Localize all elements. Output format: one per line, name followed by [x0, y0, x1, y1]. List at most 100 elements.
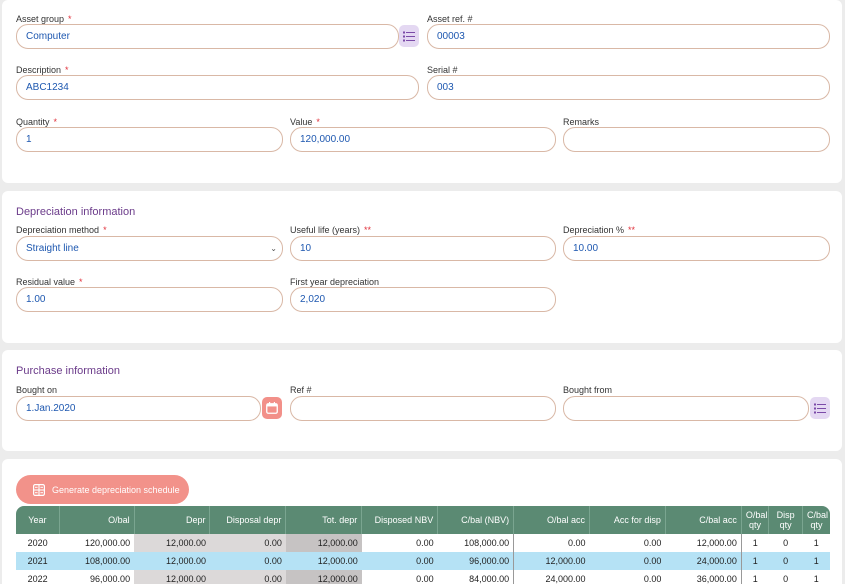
description-label: Description * [16, 65, 69, 75]
col-disposal-depr[interactable]: Disposal depr [209, 506, 287, 534]
bought-from-field[interactable] [563, 396, 809, 421]
cell-acc-for-disp: 0.00 [589, 552, 666, 570]
depreciation-method-select[interactable]: Straight line ⌄ [16, 236, 283, 261]
asset-ref-label: Asset ref. # [427, 14, 473, 24]
bought-on-label: Bought on [16, 385, 58, 395]
asset-details-card: Asset group * Computer Asset ref. # 00003… [2, 0, 842, 183]
col-obal-acc[interactable]: O/bal acc [513, 506, 591, 534]
cell-year: 2021 [16, 552, 60, 570]
bought-from-label: Bought from [563, 385, 613, 395]
table-header-row: Year O/bal Depr Disposal depr Tot. depr … [16, 506, 830, 534]
depreciation-percent-field[interactable]: 10.00 [563, 236, 830, 261]
col-year[interactable]: Year [16, 506, 60, 534]
col-cbal-acc[interactable]: C/bal acc [665, 506, 742, 534]
table-row[interactable]: 2021 108,000.00 12,000.00 0.00 12,000.00… [16, 552, 830, 570]
col-disposed-nbv[interactable]: Disposed NBV [361, 506, 439, 534]
first-year-depreciation-label: First year depreciation [290, 277, 380, 287]
depreciation-method-label: Depreciation method * [16, 225, 107, 235]
cell-tot-depr: 12,000.00 [285, 570, 362, 584]
cell-acc-for-disp: 0.00 [643, 574, 662, 584]
cell-tot-depr: 12,000.00 [285, 552, 362, 570]
col-disp-qty[interactable]: Disp qty [768, 506, 803, 534]
cell-year: 2020 [27, 538, 48, 548]
bought-from-list-button[interactable] [810, 397, 830, 419]
cell-disposed-nbv: 0.00 [361, 552, 438, 570]
calendar-icon [266, 402, 278, 414]
schedule-card: Generate depreciation schedule Year O/ba… [2, 459, 842, 584]
remarks-field[interactable] [563, 127, 830, 152]
depreciation-card: Depreciation information Depreciation me… [2, 191, 842, 343]
serial-label: Serial # [427, 65, 458, 75]
cell-tot-depr: 12,000.00 [285, 534, 362, 552]
ref-field[interactable] [290, 396, 556, 421]
cell-obal: 96,000.00 [90, 574, 131, 584]
col-tot-depr[interactable]: Tot. depr [285, 506, 363, 534]
bought-on-calendar-button[interactable] [262, 397, 282, 419]
generate-schedule-button[interactable]: Generate depreciation schedule [16, 475, 189, 504]
list-icon [814, 403, 826, 413]
col-cbal-qty[interactable]: C/bal qty [802, 506, 830, 534]
purchase-card: Purchase information Bought on 1.Jan.202… [2, 350, 842, 451]
cell-cbal-nbv: 84,000.00 [469, 574, 510, 584]
serial-field[interactable]: 003 [427, 75, 830, 100]
cell-cbal-qty: 1 [802, 552, 830, 570]
asset-ref-field[interactable]: 00003 [427, 24, 830, 49]
value-field[interactable]: 120,000.00 [290, 127, 556, 152]
useful-life-field[interactable]: 10 [290, 236, 556, 261]
cell-obal-acc: 12,000.00 [513, 552, 590, 570]
asset-group-list-button[interactable] [399, 25, 419, 47]
cell-cbal-acc: 12,000.00 [696, 538, 737, 548]
quantity-label: Quantity * [16, 117, 58, 127]
cell-disposal-depr: 0.00 [209, 570, 286, 584]
depreciation-percent-label: Depreciation % ** [563, 225, 636, 235]
col-obal-qty[interactable]: O/bal qty [741, 506, 770, 534]
asset-group-field[interactable]: Computer [16, 24, 399, 49]
cell-depr: 12,000.00 [134, 534, 210, 552]
cell-disposed-nbv: 0.00 [416, 574, 434, 584]
first-year-depreciation-field[interactable]: 2,020 [290, 287, 556, 312]
value-label: Value * [290, 117, 320, 127]
cell-year: 2022 [27, 574, 48, 584]
cell-obal-acc: 24,000.00 [513, 570, 590, 584]
cell-disp-qty: 0 [783, 538, 789, 548]
cell-disposal-depr: 0.00 [209, 534, 286, 552]
chevron-down-icon: ⌄ [270, 244, 277, 253]
cell-cbal-nbv: 96,000.00 [437, 552, 514, 570]
depreciation-section-title: Depreciation information [16, 206, 136, 218]
cell-cbal-qty: 1 [813, 538, 819, 548]
bought-on-field[interactable]: 1.Jan.2020 [16, 396, 261, 421]
cell-cbal-nbv: 108,000.00 [464, 538, 510, 548]
cell-disposed-nbv: 0.00 [416, 538, 434, 548]
cell-disp-qty: 0 [783, 574, 789, 584]
purchase-section-title: Purchase information [16, 365, 120, 377]
cell-obal-qty: 1 [740, 552, 769, 570]
asset-group-label: Asset group * [16, 14, 72, 24]
cell-disp-qty: 0 [768, 552, 803, 570]
cell-depr: 12,000.00 [134, 552, 210, 570]
calculator-icon [33, 483, 45, 496]
list-icon [403, 31, 415, 41]
col-acc-for-disp[interactable]: Acc for disp [589, 506, 666, 534]
residual-value-field[interactable]: 1.00 [16, 287, 283, 312]
description-field[interactable]: ABC1234 [16, 75, 419, 100]
cell-obal-qty: 1 [740, 570, 769, 584]
col-obal[interactable]: O/bal [59, 506, 135, 534]
residual-value-label: Residual value * [16, 277, 83, 287]
cell-obal: 108,000.00 [59, 552, 135, 570]
remarks-label: Remarks [563, 117, 600, 127]
ref-label: Ref # [290, 385, 312, 395]
useful-life-label: Useful life (years) ** [290, 225, 372, 235]
cell-cbal-qty: 1 [813, 574, 819, 584]
col-depr[interactable]: Depr [134, 506, 211, 534]
cell-obal-acc: 0.00 [513, 534, 590, 552]
cell-cbal-acc: 36,000.00 [696, 574, 737, 584]
depreciation-method-value: Straight line [26, 243, 79, 254]
table-row[interactable]: 2022 96,000.00 12,000.00 0.00 12,000.00 … [16, 570, 830, 584]
depreciation-schedule-table: Year O/bal Depr Disposal depr Tot. depr … [16, 506, 830, 584]
table-row[interactable]: 2020 120,000.00 12,000.00 0.00 12,000.00… [16, 534, 830, 552]
cell-acc-for-disp: 0.00 [643, 538, 662, 548]
quantity-field[interactable]: 1 [16, 127, 283, 152]
cell-obal-qty: 1 [740, 534, 769, 552]
col-cbal-nbv[interactable]: C/bal (NBV) [437, 506, 515, 534]
cell-disposal-depr: 0.00 [209, 552, 286, 570]
